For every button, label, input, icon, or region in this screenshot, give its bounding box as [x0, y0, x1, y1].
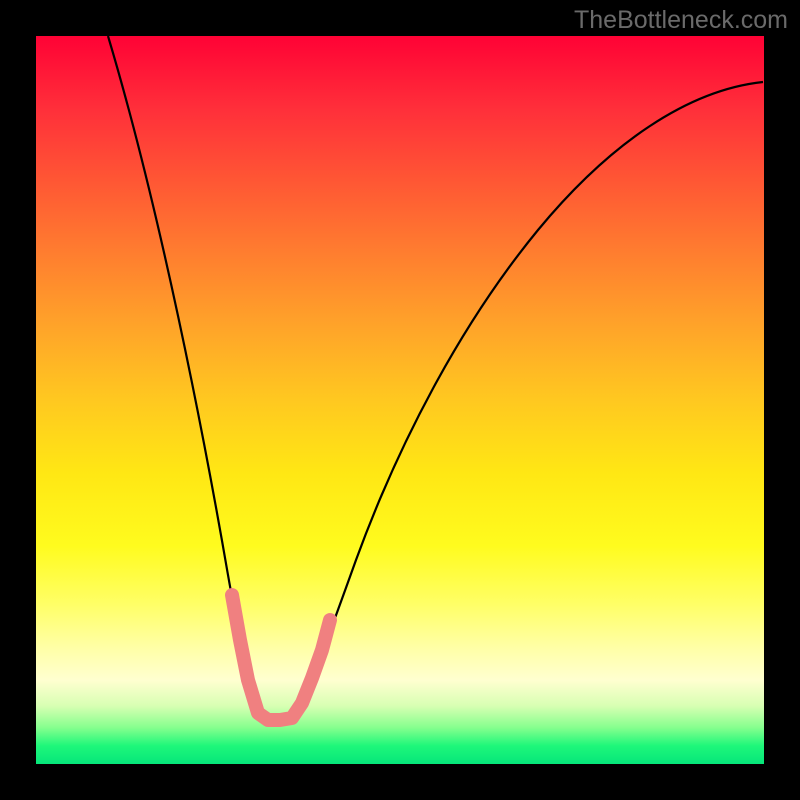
bottleneck-chart	[0, 0, 800, 800]
watermark-text: TheBottleneck.com	[574, 6, 788, 35]
chart-background-gradient	[36, 36, 764, 764]
